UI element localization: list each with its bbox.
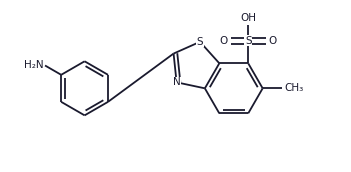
- Text: OH: OH: [240, 13, 256, 23]
- Text: O: O: [269, 36, 277, 46]
- Text: S: S: [245, 36, 252, 46]
- Text: O: O: [219, 36, 228, 46]
- Text: CH₃: CH₃: [284, 83, 303, 93]
- Text: S: S: [197, 37, 203, 47]
- Text: N: N: [173, 77, 180, 87]
- Text: H₂N: H₂N: [24, 61, 43, 71]
